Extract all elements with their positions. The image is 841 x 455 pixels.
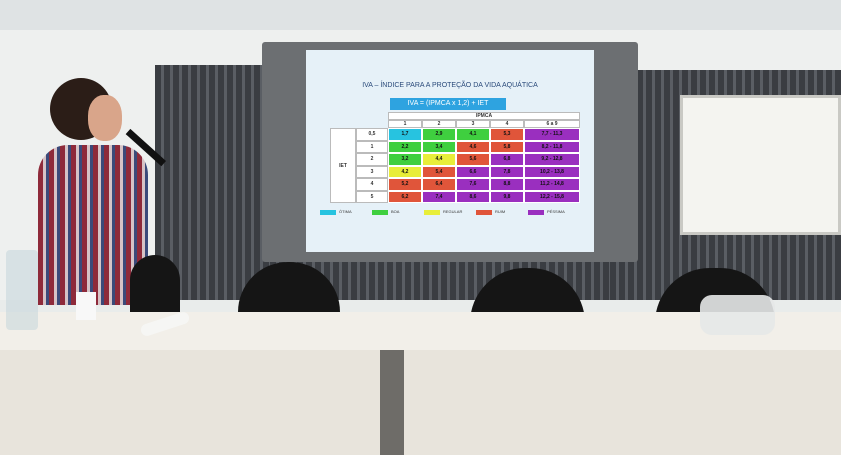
table-cell: 3,4 bbox=[422, 141, 456, 154]
table-cell: 5,4 bbox=[422, 166, 456, 179]
row-group: IET bbox=[330, 128, 356, 203]
table-cell: 7,4 bbox=[422, 191, 456, 204]
table-cell: 8,8 bbox=[490, 178, 524, 191]
table-cell: 5,6 bbox=[456, 153, 490, 166]
table-cell: 4,6 bbox=[456, 141, 490, 154]
column-header: 2 bbox=[422, 120, 456, 128]
photo: IVA – ÍNDICE PARA A PROTEÇÃO DA VIDA AQU… bbox=[0, 0, 841, 455]
table-cell: 4,4 bbox=[422, 153, 456, 166]
table-cell: 6,8 bbox=[490, 153, 524, 166]
legend-label: ÓTIMA bbox=[339, 209, 352, 214]
table-cell: 5,2 bbox=[388, 178, 422, 191]
table-cell: 2,2 bbox=[388, 141, 422, 154]
table-cell: 7,8 bbox=[490, 166, 524, 179]
table-cell: 7,6 bbox=[456, 178, 490, 191]
table-cell: 6,4 bbox=[422, 178, 456, 191]
table-cell: 9,2 - 12,8 bbox=[524, 153, 580, 166]
table-cell: 4,1 bbox=[456, 128, 490, 141]
table-cell: 11,2 - 14,8 bbox=[524, 178, 580, 191]
person-face bbox=[88, 95, 122, 141]
row-label: 1 bbox=[356, 141, 388, 154]
desk-front bbox=[0, 350, 841, 455]
table-cell: 3,2 bbox=[388, 153, 422, 166]
table-cell: 8,2 - 11,8 bbox=[524, 141, 580, 154]
table-cell: 10,2 - 13,8 bbox=[524, 166, 580, 179]
table-cell: 2,9 bbox=[422, 128, 456, 141]
chair bbox=[130, 255, 180, 315]
column-header: 1 bbox=[388, 120, 422, 128]
slide-title: IVA – ÍNDICE PARA A PROTEÇÃO DA VIDA AQU… bbox=[306, 82, 594, 89]
legend-label: REGULAR bbox=[443, 209, 462, 214]
table-cell: 8,6 bbox=[456, 191, 490, 204]
legend-swatch bbox=[372, 210, 388, 215]
jug bbox=[6, 250, 38, 330]
cup bbox=[76, 292, 96, 320]
row-label: 0,5 bbox=[356, 128, 388, 141]
legend-swatch bbox=[476, 210, 492, 215]
legend-swatch bbox=[320, 210, 336, 215]
column-group: IPMCA bbox=[388, 112, 580, 120]
table-cell: 6,2 bbox=[388, 191, 422, 204]
slide: IVA – ÍNDICE PARA A PROTEÇÃO DA VIDA AQU… bbox=[306, 50, 594, 252]
row-label: 3 bbox=[356, 166, 388, 179]
table-cell: 7,7 - 11,3 bbox=[524, 128, 580, 141]
table-cell: 5,3 bbox=[490, 128, 524, 141]
table-cell: 5,8 bbox=[490, 141, 524, 154]
column-header: 3 bbox=[456, 120, 490, 128]
legend-label: BOA bbox=[391, 209, 399, 214]
table-cell: 4,2 bbox=[388, 166, 422, 179]
legend: ÓTIMA BOA REGULAR RUIM PÉSSIMA bbox=[320, 208, 590, 218]
ceiling bbox=[0, 0, 841, 30]
legend-swatch bbox=[424, 210, 440, 215]
legend-label: PÉSSIMA bbox=[547, 209, 565, 214]
legend-swatch bbox=[528, 210, 544, 215]
table-cell: 12,2 - 15,8 bbox=[524, 191, 580, 204]
desk-gap bbox=[380, 350, 404, 455]
column-header: 6 a 9 bbox=[524, 120, 580, 128]
row-label: 4 bbox=[356, 178, 388, 191]
column-header: 4 bbox=[490, 120, 524, 128]
bag bbox=[700, 295, 775, 335]
legend-label: RUIM bbox=[495, 209, 505, 214]
table-cell: 6,6 bbox=[456, 166, 490, 179]
formula-box: IVA = (IPMCA x 1,2) + IET bbox=[390, 98, 506, 110]
row-label: 5 bbox=[356, 191, 388, 204]
table-cell: 1,7 bbox=[388, 128, 422, 141]
row-label: 2 bbox=[356, 153, 388, 166]
table-cell: 9,8 bbox=[490, 191, 524, 204]
whiteboard bbox=[680, 95, 841, 235]
